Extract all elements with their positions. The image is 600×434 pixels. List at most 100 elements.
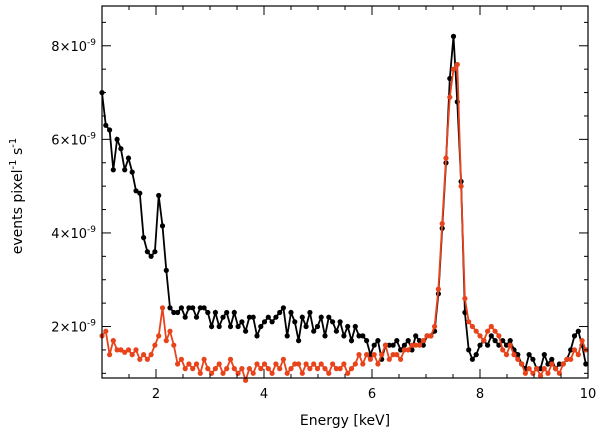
series-1-point bbox=[458, 183, 464, 189]
series-0-point bbox=[401, 342, 407, 348]
series-0-point bbox=[314, 323, 321, 330]
y-tick-exponent: -9 bbox=[87, 38, 96, 48]
series-1-point bbox=[330, 361, 336, 367]
series-1-point bbox=[292, 361, 298, 367]
series-1-point bbox=[277, 366, 283, 372]
series-1-point bbox=[141, 352, 147, 358]
series-0-point bbox=[515, 352, 521, 358]
series-1-point bbox=[190, 366, 196, 372]
series-0-point bbox=[488, 333, 494, 339]
series-1-point bbox=[360, 361, 366, 367]
y-tick-mantissa: 4×10 bbox=[51, 227, 87, 242]
series-1-point bbox=[553, 366, 559, 372]
series-1-point bbox=[545, 370, 551, 376]
series-1-point bbox=[356, 352, 362, 358]
series-1-point bbox=[243, 377, 249, 383]
series-0-point bbox=[273, 314, 279, 320]
y-axis-label-sup2: -1 bbox=[8, 138, 19, 148]
series-1-point bbox=[579, 338, 585, 344]
series-0-point bbox=[330, 319, 336, 325]
series-0-point bbox=[110, 167, 116, 173]
series-0-point bbox=[231, 309, 237, 316]
series-0-point bbox=[413, 333, 419, 339]
series-1-point bbox=[450, 66, 457, 72]
y-tick-mantissa: 8×10 bbox=[51, 40, 87, 55]
series-1-point bbox=[110, 338, 116, 344]
series-1-point bbox=[473, 328, 479, 334]
series-0-point bbox=[311, 328, 317, 334]
x-tick-label: 2 bbox=[152, 387, 160, 402]
series-0-point bbox=[375, 338, 381, 344]
series-1-point bbox=[212, 366, 218, 372]
series-0-point bbox=[537, 366, 544, 372]
series-1-point bbox=[235, 370, 241, 376]
series-1-point bbox=[428, 333, 434, 339]
series-1-point bbox=[193, 361, 200, 367]
series-1-point bbox=[352, 361, 358, 367]
y-tick-exponent: -9 bbox=[87, 225, 96, 235]
series-layer bbox=[99, 33, 589, 384]
series-0-point bbox=[243, 328, 249, 334]
series-0-point bbox=[171, 309, 177, 316]
series-0-point bbox=[530, 356, 536, 362]
y-tick-label: 4×10-9 bbox=[51, 225, 96, 242]
series-1-point bbox=[564, 356, 570, 362]
series-0-point bbox=[337, 319, 343, 325]
series-0-point bbox=[284, 333, 290, 339]
series-0-point bbox=[258, 323, 264, 330]
series-1-point bbox=[522, 370, 529, 376]
series-0-point bbox=[178, 305, 184, 311]
series-0-point bbox=[129, 169, 135, 175]
series-1-point bbox=[311, 361, 317, 367]
series-0-point bbox=[386, 342, 392, 348]
series-0-point bbox=[299, 314, 305, 320]
series-1-point bbox=[273, 361, 279, 367]
series-0-point bbox=[220, 314, 226, 320]
series-1-point bbox=[333, 366, 339, 372]
y-tick-label: 2×10-9 bbox=[51, 319, 96, 336]
series-0-point bbox=[167, 305, 173, 311]
series-0-line bbox=[101, 36, 587, 371]
series-0-point bbox=[254, 333, 260, 339]
series-1-point bbox=[231, 366, 237, 372]
series-0-point bbox=[186, 305, 192, 311]
series-1-point bbox=[382, 342, 389, 348]
series-0-point bbox=[571, 333, 578, 339]
series-1-point bbox=[216, 361, 222, 367]
series-1-point bbox=[500, 347, 506, 353]
series-0-point bbox=[224, 309, 230, 316]
series-1-point bbox=[571, 347, 578, 353]
series-1-point bbox=[477, 333, 483, 339]
series-1-point bbox=[447, 94, 453, 100]
series-1-point bbox=[481, 338, 487, 344]
series-1-point bbox=[220, 370, 226, 376]
x-axis-label: Energy [keV] bbox=[300, 413, 390, 429]
series-1-point bbox=[348, 366, 355, 372]
series-0-point bbox=[333, 328, 339, 334]
series-1-point bbox=[125, 347, 132, 353]
series-1-point bbox=[394, 352, 400, 358]
series-1-point bbox=[201, 356, 207, 362]
series-0-point bbox=[420, 342, 426, 348]
series-1-point bbox=[144, 356, 150, 362]
series-1-point bbox=[435, 286, 441, 292]
series-0-point bbox=[545, 361, 551, 367]
x-tick-label: 4 bbox=[260, 387, 268, 402]
y-tick-exponent: -9 bbox=[87, 131, 96, 141]
series-0-point bbox=[122, 167, 128, 173]
series-0-point bbox=[477, 342, 483, 348]
series-0-point bbox=[541, 352, 547, 358]
y-tick-label: 8×10-9 bbox=[51, 38, 96, 55]
series-0-point bbox=[209, 323, 215, 330]
series-1-point bbox=[503, 352, 510, 358]
series-0-point bbox=[216, 323, 222, 330]
series-1-point bbox=[492, 328, 498, 334]
series-1-point bbox=[239, 366, 245, 372]
series-1-point bbox=[515, 356, 521, 362]
series-1-point bbox=[299, 370, 305, 376]
series-1-point bbox=[224, 366, 230, 372]
series-0-point bbox=[280, 305, 286, 311]
series-0-point bbox=[288, 309, 294, 316]
series-0-point bbox=[182, 314, 188, 320]
series-0-point bbox=[144, 249, 150, 255]
